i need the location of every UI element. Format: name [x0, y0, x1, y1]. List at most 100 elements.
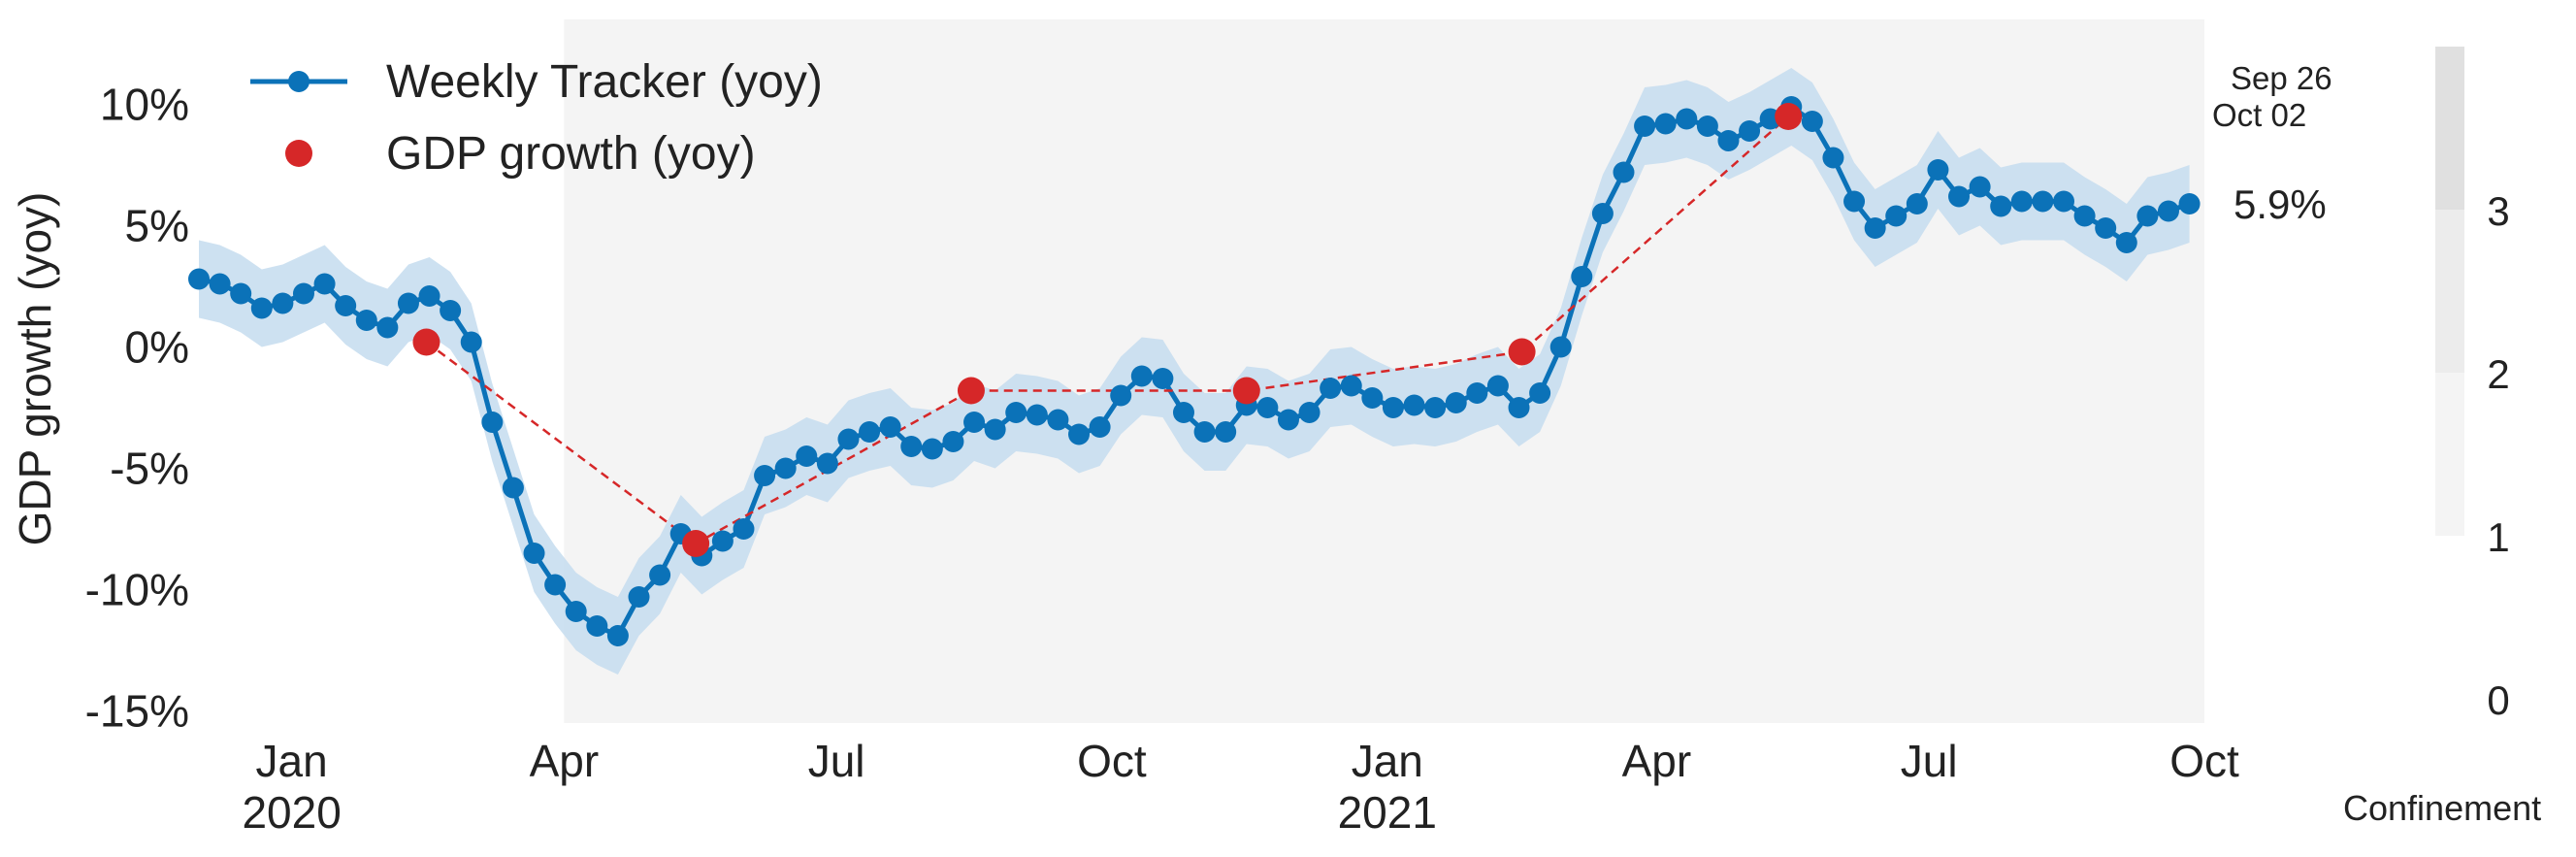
- weekly-tracker-point: [230, 282, 252, 305]
- y-tick-label: -10%: [85, 565, 189, 615]
- confinement-tick-label: 1: [2487, 514, 2509, 560]
- gdp-growth-connector-line: [425, 115, 1790, 545]
- weekly-tracker-point: [1172, 402, 1194, 423]
- weekly-tracker-point: [1403, 394, 1425, 416]
- gdp-growth-point: [412, 328, 440, 356]
- weekly-tracker-point: [250, 297, 273, 319]
- confinement-label: Confinement: [2343, 788, 2541, 828]
- weekly-tracker-point: [879, 416, 901, 438]
- weekly-tracker-point: [1466, 382, 1488, 404]
- x-tick-label: Jul: [808, 736, 865, 786]
- confinement-level-band: [2435, 210, 2464, 373]
- weekly-tracker-point: [2178, 193, 2201, 214]
- confidence-band-layer: [199, 68, 2190, 675]
- weekly-tracker-point: [816, 452, 838, 475]
- weekly-tracker-point: [628, 586, 650, 608]
- weekly-tracker-point: [1215, 421, 1237, 443]
- confinement-tick-label: 0: [2487, 677, 2509, 723]
- weekly-tracker-point: [1445, 392, 1467, 413]
- weekly-tracker-point: [1529, 382, 1551, 404]
- weekly-tracker-point: [1382, 397, 1404, 418]
- weekly-tracker-point: [272, 292, 294, 314]
- weekly-tracker-point: [292, 282, 314, 305]
- weekly-tracker-point: [188, 268, 210, 290]
- weekly-tracker-point: [1654, 113, 1677, 135]
- gdp-growth-point: [682, 530, 710, 557]
- x-tick-label: Jul: [1901, 736, 1958, 786]
- confinement-level-band: [2435, 373, 2464, 536]
- weekly-tracker-point: [1068, 423, 1091, 445]
- weekly-tracker-point: [460, 331, 482, 353]
- x-tick-label: Oct: [2169, 736, 2239, 786]
- weekly-tracker-point: [1026, 404, 1048, 426]
- weekly-tracker-point: [1277, 409, 1299, 431]
- x-tick-label: Apr: [530, 736, 600, 786]
- x-tick-label: Oct: [1077, 736, 1147, 786]
- weekly-tracker-point: [1717, 130, 1740, 151]
- weekly-tracker-point: [859, 421, 881, 443]
- weekly-tracker-point: [1298, 402, 1321, 423]
- x-tick-year-label: 2021: [1338, 787, 1437, 838]
- x-tick-label: Apr: [1622, 736, 1692, 786]
- legend-marker-gdp-growth: [285, 140, 312, 167]
- confinement-level-band: [2435, 47, 2464, 210]
- y-tick-label: 5%: [125, 201, 189, 251]
- weekly-tracker-point: [963, 412, 986, 433]
- weekly-tracker-point: [1613, 161, 1635, 183]
- weekly-tracker-point: [397, 292, 419, 314]
- weekly-tracker-point: [1486, 375, 1509, 397]
- weekly-tracker-point: [2053, 190, 2075, 213]
- weekly-tracker-point: [1047, 409, 1069, 431]
- weekly-tracker-point: [209, 273, 231, 295]
- y-tick-label: 10%: [100, 80, 189, 130]
- weekly-tracker-point: [1256, 397, 1279, 418]
- latest-value-label: 5.9%: [2234, 181, 2327, 227]
- gdp-growth-point: [1232, 377, 1260, 405]
- weekly-tracker-point: [1739, 120, 1761, 142]
- confinement-tick-label: 2: [2487, 351, 2509, 397]
- weekly-tracker-point: [1571, 266, 1593, 287]
- weekly-tracker-point: [1969, 176, 1991, 198]
- weekly-tracker-point: [1801, 111, 1823, 132]
- weekly-tracker-point: [1822, 147, 1844, 169]
- weekly-tracker-point: [1696, 115, 1718, 137]
- weekly-tracker-point: [1005, 402, 1027, 423]
- weekly-tracker-point: [711, 530, 734, 552]
- weekly-tracker-point: [1110, 384, 1132, 407]
- gdp-growth-point: [1775, 103, 1803, 130]
- weekly-tracker-point: [481, 412, 504, 433]
- weekly-tracker-point: [1906, 193, 1928, 214]
- weekly-tracker-point: [774, 457, 797, 479]
- weekly-tracker-point: [837, 428, 860, 450]
- gdp-growth-point: [1508, 338, 1536, 366]
- x-tick-label: Jan: [256, 736, 328, 786]
- weekly-tracker-point: [1591, 203, 1614, 224]
- weekly-tracker-point: [1361, 387, 1384, 409]
- weekly-tracker-point: [2136, 205, 2159, 227]
- weekly-tracker-point: [1927, 159, 1949, 181]
- weekly-tracker-point: [1508, 397, 1530, 418]
- y-tick-label: 0%: [125, 322, 189, 373]
- weekly-tracker-point: [649, 564, 671, 586]
- weekly-tracker-point: [754, 465, 776, 486]
- weekly-tracker-point: [355, 310, 377, 331]
- weekly-tracker-point: [502, 477, 524, 499]
- weekly-tracker-point: [1340, 375, 1362, 397]
- weekly-tracker-point: [1990, 195, 2012, 217]
- weekly-tracker-point: [376, 316, 399, 339]
- weekly-tracker-point: [586, 615, 608, 637]
- last-week-annotation: Sep 26: [2231, 60, 2332, 96]
- y-axis: 10% 5% 0% -5% -10% -15%: [85, 80, 189, 737]
- weekly-tracker-point: [1152, 368, 1174, 389]
- confinement-tick-label: 3: [2487, 188, 2509, 234]
- weekly-tracker-point: [2157, 200, 2179, 222]
- legend-label-weekly-tracker: Weekly Tracker (yoy): [386, 56, 823, 108]
- weekly-tracker-point: [565, 601, 587, 622]
- weekly-tracker-point: [1864, 217, 1886, 239]
- weekly-tracker-point: [1549, 336, 1572, 358]
- weekly-tracker-point: [2095, 217, 2117, 239]
- x-tick-label: Jan: [1352, 736, 1423, 786]
- weekly-tracker-confidence-band: [199, 68, 2190, 675]
- weekly-tracker-point: [1193, 421, 1216, 443]
